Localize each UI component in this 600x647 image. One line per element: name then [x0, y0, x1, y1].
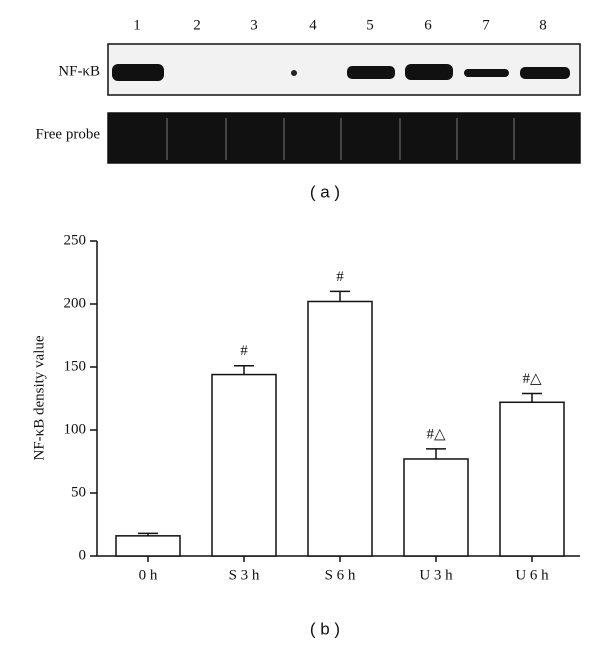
lane-label: 5: [366, 17, 374, 33]
band: [347, 66, 395, 79]
lane-label: 8: [539, 17, 547, 33]
bar: [211, 373, 277, 557]
x-tick-label: U 3 h: [419, 567, 453, 583]
lane-label: 2: [193, 17, 201, 33]
band: [405, 64, 453, 80]
bar: [403, 458, 469, 557]
y-axis-label: NF-κB density value: [31, 335, 47, 460]
lane-label: 4: [309, 17, 317, 33]
gel-box: [107, 43, 581, 96]
y-tick-label: 100: [64, 421, 87, 437]
band: [291, 70, 297, 76]
annotation: #: [240, 343, 248, 359]
bar: [115, 535, 181, 557]
x-tick-label: U 6 h: [515, 567, 549, 583]
annotation: #△: [426, 426, 446, 442]
band: [464, 69, 509, 77]
y-tick-label: 50: [71, 484, 86, 500]
annotation: #△: [522, 371, 542, 387]
gel: NF-κB Free probe ( a ): [35, 43, 581, 201]
lane-label: 7: [482, 17, 490, 33]
row-label: NF-κB: [58, 63, 100, 79]
bar: [499, 401, 565, 557]
y-tick-label: 150: [64, 358, 87, 374]
bar: [307, 300, 373, 557]
y-tick-label: 200: [64, 295, 87, 311]
annotation: #: [336, 269, 344, 285]
lane-label: 3: [250, 17, 258, 33]
y-tick-label: 0: [79, 547, 87, 563]
panel-caption: ( a ): [310, 182, 340, 201]
band: [520, 67, 570, 79]
x-tick-label: S 6 h: [325, 567, 356, 583]
row-label: Free probe: [35, 126, 100, 142]
y-tick-label: 250: [64, 232, 87, 248]
lane-label: 1: [133, 17, 141, 33]
lane-label: 6: [424, 17, 432, 33]
gel-box: [107, 112, 581, 164]
panel-caption: ( b ): [310, 619, 340, 638]
band: [112, 64, 164, 81]
x-tick-label: 0 h: [139, 567, 158, 583]
x-tick-label: S 3 h: [229, 567, 260, 583]
lane-dividers: [166, 118, 515, 160]
